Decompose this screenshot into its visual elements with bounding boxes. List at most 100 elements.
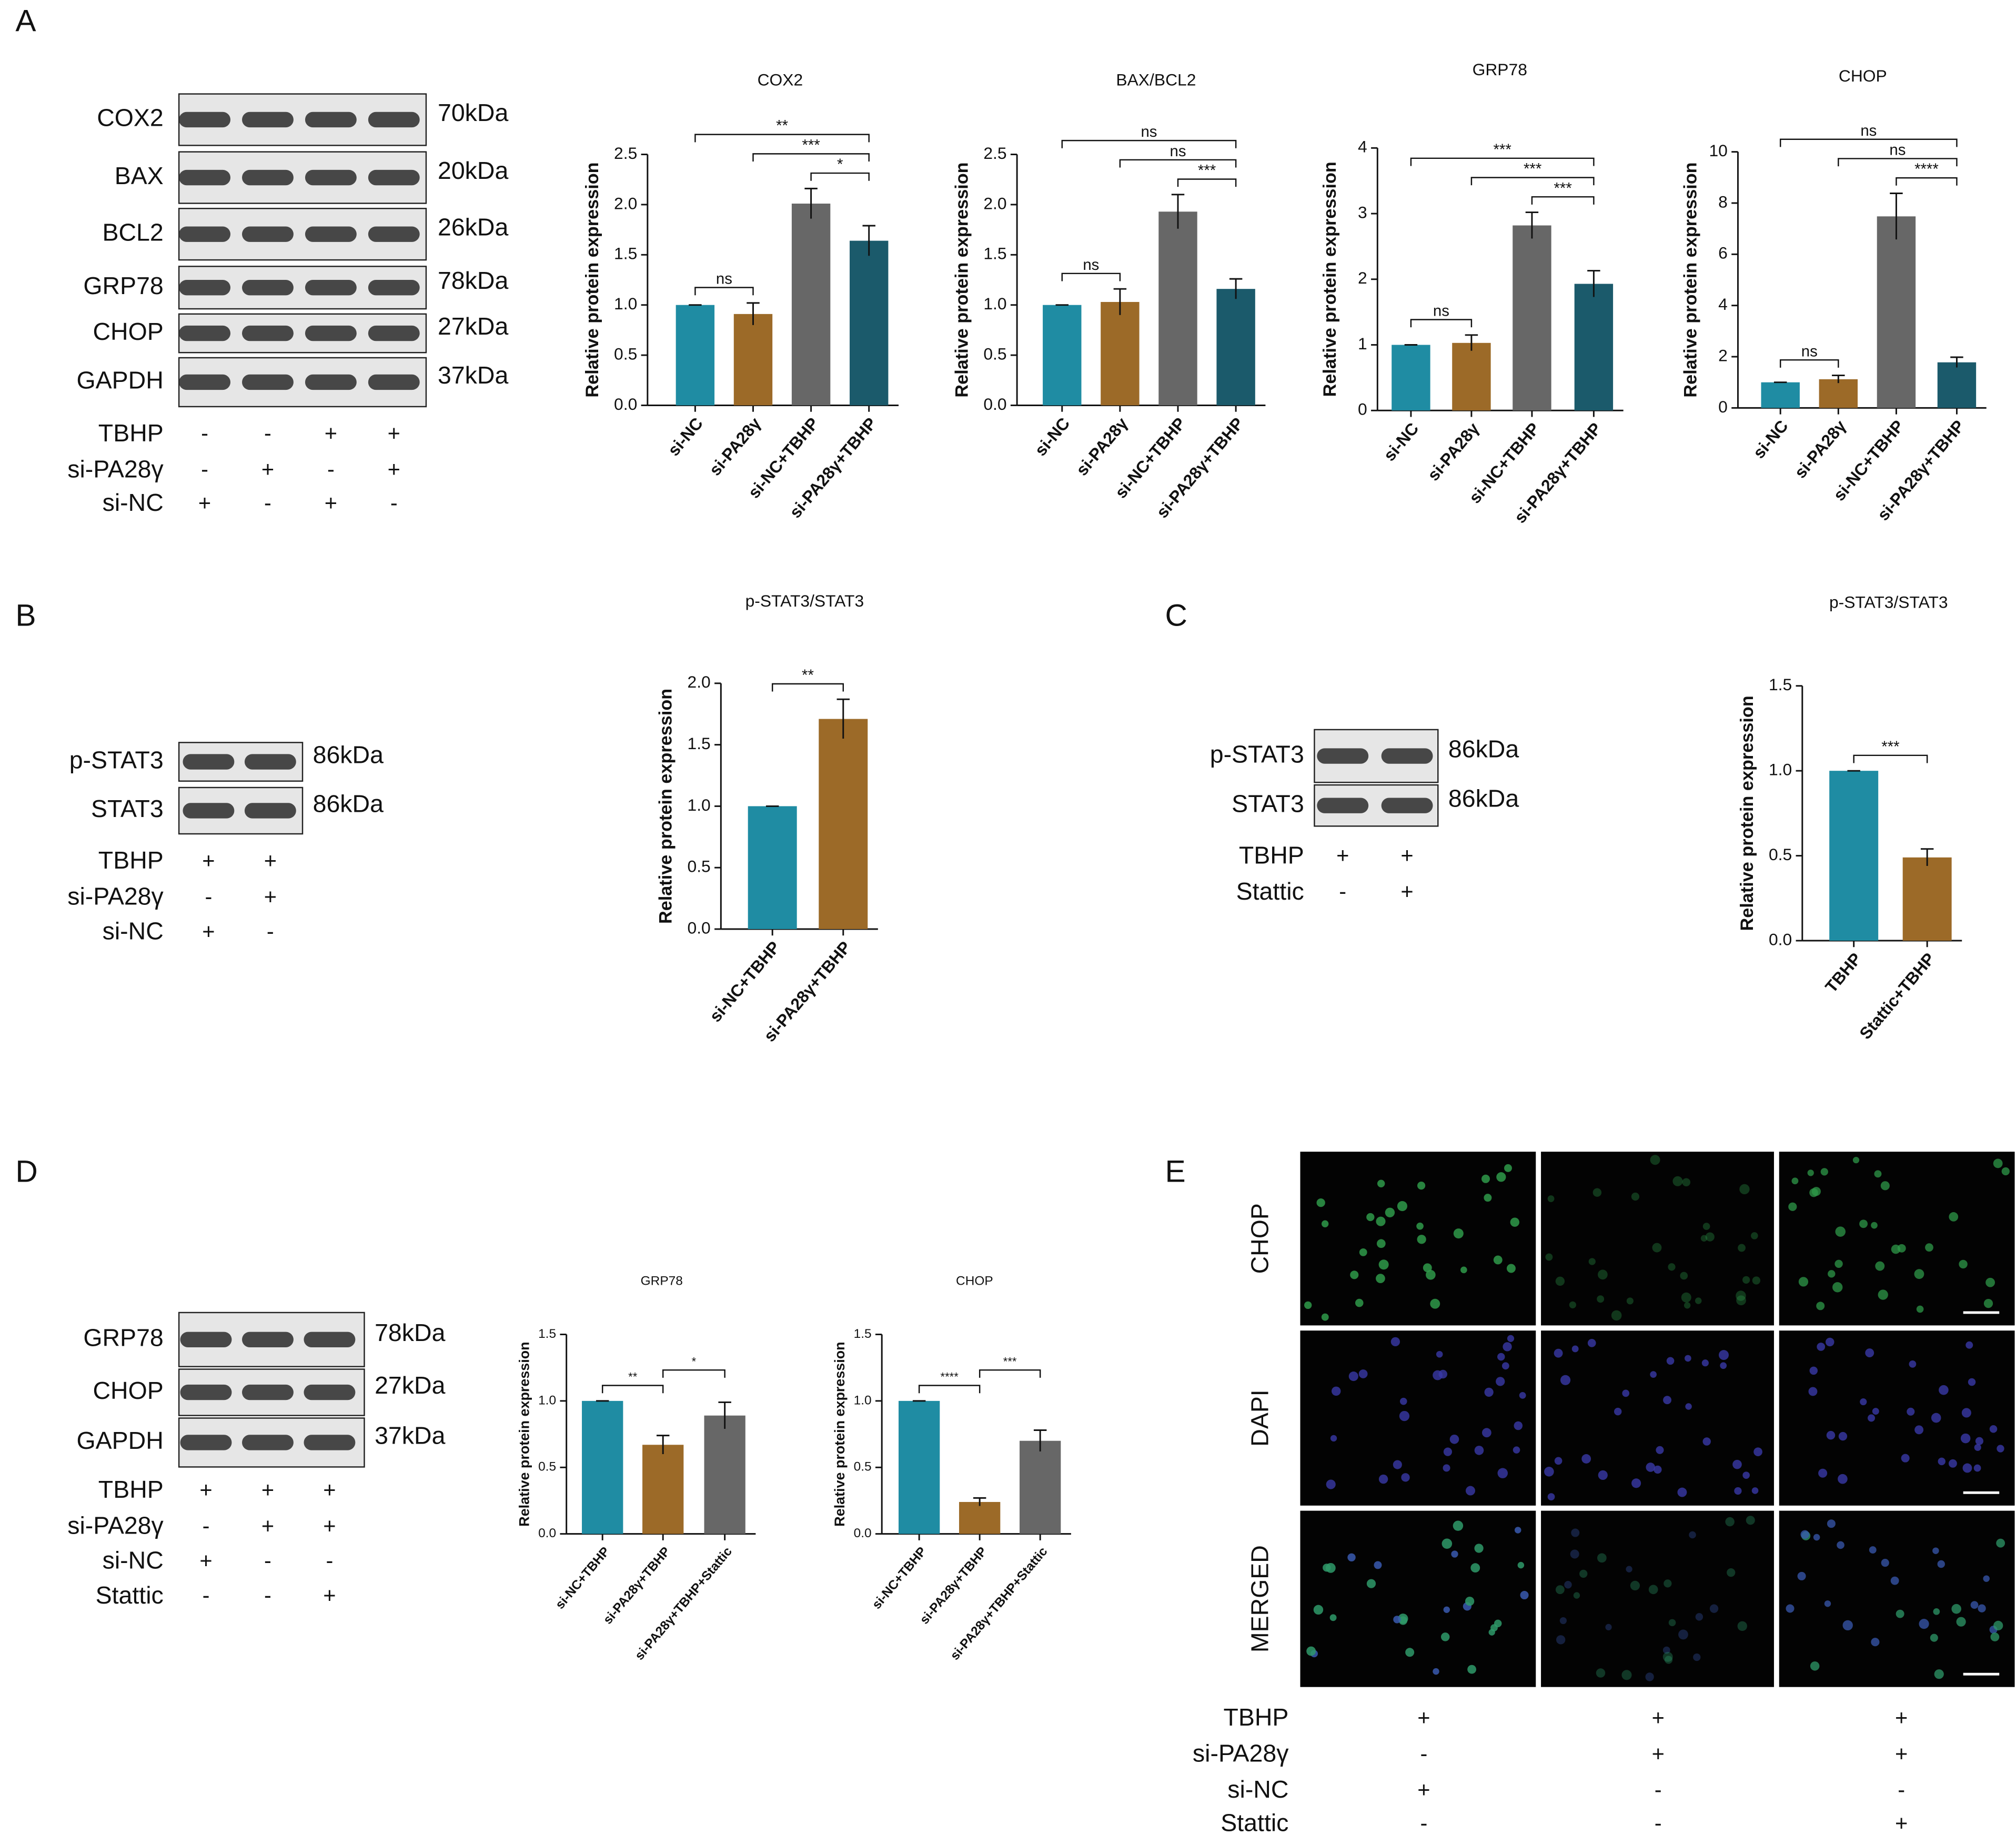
cell xyxy=(1705,1232,1715,1242)
cell xyxy=(1989,1425,1998,1433)
bar xyxy=(1829,771,1879,941)
y-axis-label: Relative protein expression xyxy=(1737,695,1757,931)
blot-band xyxy=(304,1384,356,1400)
cell xyxy=(1932,1547,1939,1554)
cell xyxy=(1809,1366,1818,1375)
y-tick-label: 1.0 xyxy=(614,294,637,313)
cell xyxy=(1460,1266,1467,1274)
condition-sign: + xyxy=(323,1513,336,1538)
cell xyxy=(1732,1459,1742,1469)
blot-size-label: 86kDa xyxy=(313,741,384,769)
y-tick-label: 1.5 xyxy=(854,1327,872,1341)
condition-sign: + xyxy=(1895,1810,1908,1835)
condition-label: Stattic xyxy=(1221,1809,1288,1835)
cell xyxy=(1938,1457,1946,1466)
significance-bracket xyxy=(1896,177,1958,186)
blot-band xyxy=(179,325,231,341)
y-tick-label: 1.5 xyxy=(614,244,637,263)
blot-band xyxy=(305,112,357,128)
cell xyxy=(1826,1337,1834,1347)
cell xyxy=(1677,1487,1687,1497)
y-tick-label: 0 xyxy=(1358,400,1367,419)
cell xyxy=(1701,1359,1709,1367)
cell xyxy=(1880,1181,1890,1191)
cell xyxy=(1798,1277,1809,1287)
cell xyxy=(1933,1608,1940,1615)
significance-bracket xyxy=(1838,158,1958,167)
blot-row-label: GAPDH xyxy=(76,1427,163,1454)
blot-band xyxy=(304,1332,356,1347)
blot-size-label: 86kDa xyxy=(313,790,384,817)
significance-label: ** xyxy=(628,1370,638,1384)
condition-sign: + xyxy=(1895,1705,1908,1730)
cell xyxy=(1474,1544,1484,1553)
blot-band xyxy=(180,1332,232,1347)
cell xyxy=(1304,1301,1312,1309)
cell xyxy=(1545,1253,1553,1261)
cell xyxy=(1503,1342,1512,1352)
cell xyxy=(1453,1520,1464,1531)
cell xyxy=(1881,1558,1889,1567)
significance-bracket xyxy=(694,287,754,296)
cell xyxy=(1719,1350,1729,1360)
cell xyxy=(1331,1386,1341,1396)
cell xyxy=(1544,1467,1554,1477)
blot-row-label: GRP78 xyxy=(83,272,163,299)
cell xyxy=(1631,1192,1640,1201)
bar xyxy=(733,314,773,406)
cell xyxy=(1678,1629,1688,1640)
cell xyxy=(1668,1263,1676,1271)
cell xyxy=(1656,1446,1664,1454)
cell xyxy=(1973,1464,1981,1472)
cell xyxy=(1727,1568,1736,1577)
condition-sign: - xyxy=(1655,1810,1662,1835)
significance-bracket xyxy=(694,134,870,143)
cell xyxy=(1569,1301,1576,1308)
cell xyxy=(1597,1553,1607,1563)
significance-bracket xyxy=(810,172,870,181)
y-tick-label: 0.5 xyxy=(538,1460,556,1474)
y-tick-label: 2 xyxy=(1358,268,1367,287)
micrograph xyxy=(1779,1510,2015,1687)
cell xyxy=(1700,1235,1708,1242)
cell xyxy=(1474,1446,1484,1455)
condition-sign: + xyxy=(264,848,277,873)
significance-label: **** xyxy=(941,1370,959,1384)
bar xyxy=(819,719,868,930)
significance-bracket xyxy=(1061,139,1237,148)
cell xyxy=(1555,1585,1565,1595)
cell xyxy=(1564,1581,1572,1589)
blot-size-label: 20kDa xyxy=(438,157,509,184)
cell xyxy=(1626,1566,1632,1572)
y-tick-label: 0.5 xyxy=(614,345,637,364)
cell xyxy=(1859,1219,1868,1228)
condition-sign: + xyxy=(199,1548,212,1572)
significance-label: ns xyxy=(1860,122,1877,139)
cell xyxy=(1554,1457,1563,1465)
y-tick-label: 4 xyxy=(1358,137,1367,156)
chart-title: p-STAT3/STAT3 xyxy=(745,591,864,610)
cell xyxy=(1852,1156,1860,1164)
bar xyxy=(1937,362,1977,408)
panel-label: E xyxy=(1165,1154,1186,1188)
cell xyxy=(1951,1604,1961,1614)
chart-title: BAX/BCL2 xyxy=(1116,70,1196,89)
condition-sign: + xyxy=(323,1582,336,1607)
y-tick-label: 4 xyxy=(1718,295,1728,314)
panel-label: C xyxy=(1165,599,1187,633)
cell xyxy=(1573,1592,1580,1599)
condition-sign: + xyxy=(1400,879,1413,904)
y-tick-label: 2.5 xyxy=(983,144,1006,163)
significance-bracket xyxy=(1119,159,1237,168)
cell xyxy=(1907,1407,1915,1416)
cell xyxy=(1664,1656,1673,1664)
cell xyxy=(1514,1421,1523,1430)
cell xyxy=(1470,1563,1480,1573)
condition-sign: - xyxy=(1898,1777,1905,1802)
blot-band xyxy=(305,280,357,296)
cell xyxy=(1510,1217,1520,1227)
cell xyxy=(1962,1463,1972,1473)
blot-band xyxy=(368,112,420,128)
cell xyxy=(1504,1164,1512,1172)
